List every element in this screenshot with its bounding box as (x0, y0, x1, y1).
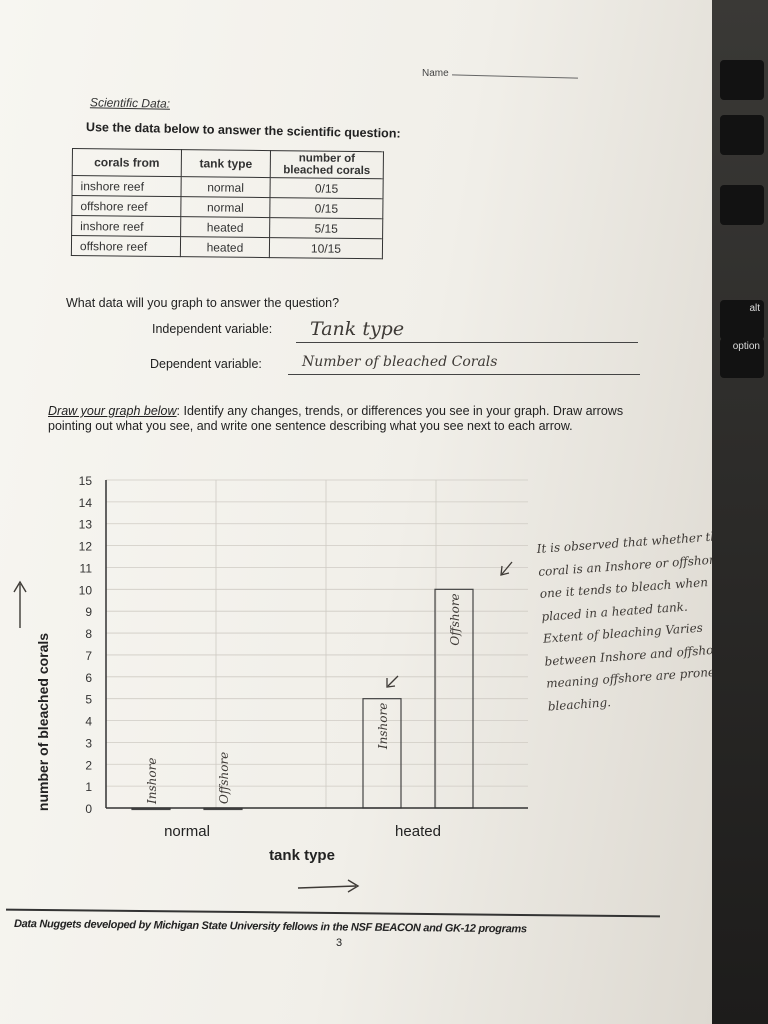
table-cell: inshore reef (72, 175, 182, 197)
table-cell: normal (180, 176, 271, 198)
bar-label: Inshore (376, 703, 390, 750)
keyboard-key-option: option (720, 338, 764, 378)
table-row: offshore reef heated 10/15 (71, 235, 383, 259)
y-tick-label: 15 (79, 474, 93, 488)
table-cell: 0/15 (269, 197, 383, 219)
annotation-arrow-icon (500, 561, 513, 576)
y-tick-label: 3 (85, 736, 92, 750)
keyboard-background: alt option (708, 0, 768, 1024)
y-tick-label: 13 (79, 518, 93, 532)
y-tick-label: 11 (80, 561, 93, 575)
x-axis-label: tank type (269, 847, 335, 864)
y-tick-label: 7 (85, 649, 92, 663)
table-cell: inshore reef (71, 215, 181, 237)
table-cell: heated (180, 236, 270, 258)
footer-rule (6, 908, 660, 918)
data-table: corals from tank type number of bleached… (71, 148, 384, 259)
table-header: corals from (72, 148, 182, 177)
table-cell: offshore reef (71, 195, 181, 217)
table-cell: 5/15 (269, 217, 383, 239)
keyboard-key (720, 60, 764, 100)
name-label: Name (422, 68, 449, 79)
graph-bars: Inshore Offshore Inshore Offshore (131, 588, 474, 811)
table-cell: 0/15 (269, 177, 384, 199)
table-header: number of bleached corals (270, 150, 384, 179)
name-line (452, 74, 578, 79)
dependent-variable-label: Dependent variable: (150, 357, 262, 371)
independent-variable-label: Independent variable: (152, 322, 273, 336)
y-tick-label: 10 (79, 583, 93, 597)
y-tick-label: 14 (79, 496, 93, 510)
graph-instructions-lead: Draw your graph below (48, 404, 177, 418)
y-tick-label: 0 (85, 802, 92, 816)
y-axis-label: number of bleached corals (35, 633, 51, 811)
right-arrow-icon (297, 879, 360, 893)
table-header-row: corals from tank type number of bleached… (72, 148, 384, 179)
bar-label: Offshore (448, 593, 462, 645)
graph-instructions: Draw your graph below: Identify any chan… (48, 404, 648, 434)
table-cell: normal (180, 196, 270, 218)
bar-label: Offshore (217, 752, 231, 804)
page-number: 3 (336, 937, 343, 949)
table-cell: 10/15 (269, 237, 383, 259)
instruction-text: Use the data below to answer the scienti… (85, 120, 401, 141)
y-tick-label: 12 (79, 540, 93, 554)
x-category-label: heated (395, 823, 441, 840)
keyboard-key (720, 185, 764, 225)
y-tick-label: 2 (85, 758, 92, 772)
question-text: What data will you graph to answer the q… (66, 296, 340, 310)
graph-instructions-text: : Identify any changes, trends, or diffe… (48, 404, 624, 433)
table-cell: heated (180, 216, 270, 238)
section-title: Scientific Data: (89, 95, 171, 111)
y-tick-label: 5 (85, 693, 92, 707)
table-header: tank type (181, 149, 271, 178)
y-tick-label: 6 (85, 671, 92, 685)
keyboard-key (720, 115, 764, 155)
y-tick-label: 8 (85, 627, 92, 641)
graph-grid (106, 479, 528, 808)
y-tick-label: 1 (85, 780, 92, 794)
annotation-arrow-icon (386, 675, 399, 688)
dependent-variable-line (288, 374, 640, 375)
dependent-variable-answer: Number of bleached Corals (302, 354, 498, 370)
bar-label: Inshore (145, 758, 159, 805)
independent-variable-answer: Tank type (310, 318, 405, 340)
handwritten-observation: It is observed that whether the coral is… (536, 528, 732, 714)
y-tick-label: 4 (85, 715, 92, 729)
independent-variable-line (296, 342, 638, 343)
worksheet-page: Name Scientific Data: Use the data below… (0, 0, 712, 1024)
up-arrow-icon (13, 580, 27, 628)
keyboard-key-alt: alt (720, 300, 764, 340)
table-cell: offshore reef (71, 235, 181, 257)
x-category-label: normal (164, 823, 210, 840)
y-tick-label: 9 (85, 605, 92, 619)
footer-credit: Data Nuggets developed by Michigan State… (13, 918, 527, 936)
